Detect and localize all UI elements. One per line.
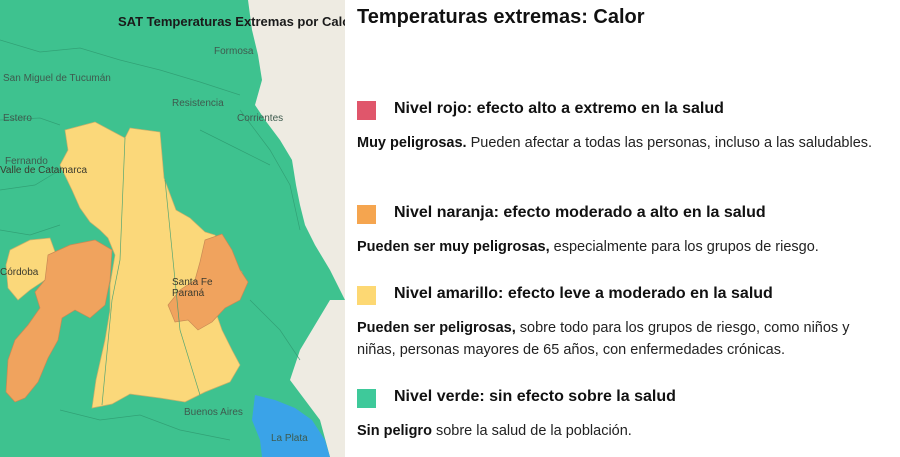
orange-swatch [357, 205, 376, 224]
level-red-desc-bold: Muy peligrosas. [357, 135, 467, 151]
place-buenos-aires: Buenos Aires [184, 407, 243, 418]
place-tucuman: San Miguel de Tucumán [3, 73, 111, 84]
level-green-title: Nivel verde: sin efecto sobre la salud [394, 388, 676, 405]
level-green-desc-bold: Sin peligro [357, 423, 432, 439]
level-orange-desc-rest: especialmente para los grupos de riesgo. [549, 239, 819, 255]
place-corrientes: Corrientes [237, 113, 284, 124]
boundaries [0, 39, 301, 441]
place-parana: Paraná [172, 288, 205, 299]
map-title: SAT Temperaturas Extremas por Calor [118, 14, 345, 29]
orange-region-west [5, 239, 113, 403]
place-catamarca: Valle de Catamarca [0, 165, 88, 176]
level-yellow-desc: Pueden ser peligrosas, sobre todo para l… [357, 317, 887, 361]
level-red-desc-rest: Pueden afectar a todas las personas, inc… [466, 135, 873, 151]
level-yellow-desc-rest: sobre todo para los grupos de riesgo, co… [357, 320, 850, 358]
map-canvas [0, 0, 345, 457]
alert-map[interactable]: SAT Temperaturas Extremas por Calor Form… [0, 0, 345, 457]
orange-region-east [167, 233, 249, 331]
place-santa-fe: Santa Fe [172, 277, 213, 288]
place-cordoba: Córdoba [0, 267, 39, 278]
red-swatch [357, 101, 376, 120]
level-orange-desc: Pueden ser muy peligrosas, especialmente… [357, 236, 887, 258]
place-formosa: Formosa [214, 46, 254, 57]
rio-de-la-plata [252, 395, 330, 457]
level-orange-title: Nivel naranja: efecto moderado a alto en… [394, 204, 766, 221]
level-green-desc: Sin peligro sobre la salud de la poblaci… [357, 420, 887, 442]
level-green-desc-rest: sobre la salud de la población. [431, 423, 632, 439]
level-orange-desc-bold: Pueden ser muy peligrosas, [357, 239, 550, 255]
place-la-plata: La Plata [271, 433, 308, 444]
level-yellow-title: Nivel amarillo: efecto leve a moderado e… [394, 285, 773, 302]
place-resistencia: Resistencia [172, 98, 224, 109]
place-estero: Estero [3, 113, 32, 124]
place-fernando: Fernando [5, 156, 48, 167]
neighbor-country-region [248, 0, 345, 300]
legend-title: Temperaturas extremas: Calor [357, 6, 645, 28]
yellow-region-west [5, 237, 59, 301]
green-swatch [357, 389, 376, 408]
yellow-region [59, 121, 243, 409]
uruguay-region [290, 300, 345, 457]
level-red-desc: Muy peligrosas. Pueden afectar a todas l… [357, 132, 887, 154]
level-yellow-desc-bold: Pueden ser peligrosas, [357, 320, 516, 336]
level-red-title: Nivel rojo: efecto alto a extremo en la … [394, 100, 724, 117]
yellow-swatch [357, 286, 376, 305]
